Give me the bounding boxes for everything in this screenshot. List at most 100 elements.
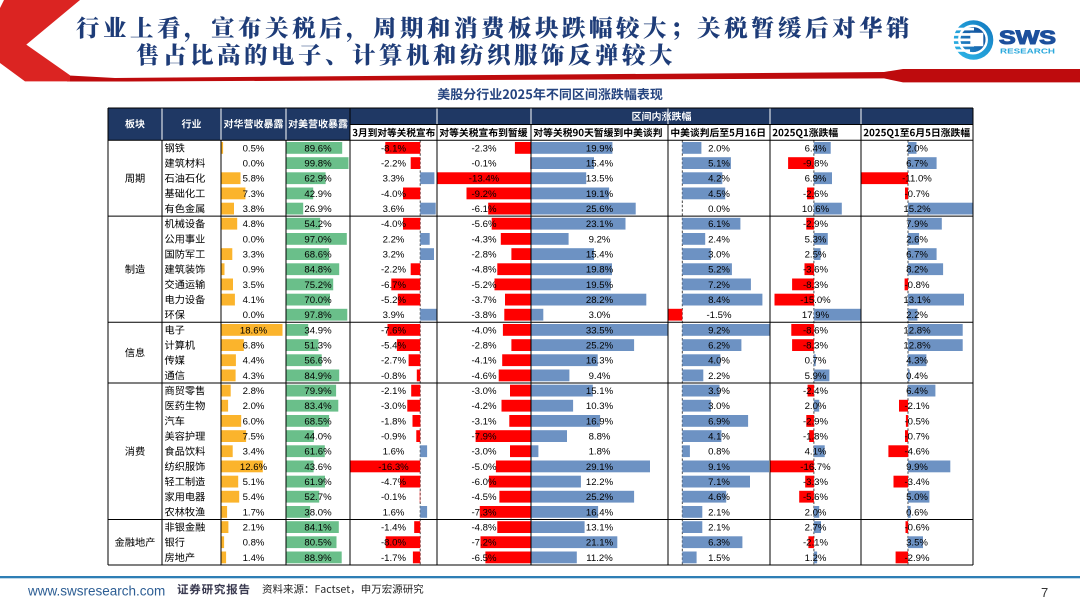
- svg-text:SWS: SWS: [999, 27, 1056, 49]
- svg-text:1.4%: 1.4%: [243, 553, 265, 564]
- svg-text:-3.4%: -3.4%: [904, 477, 930, 488]
- svg-text:61.9%: 61.9%: [304, 477, 332, 488]
- svg-text:0.8%: 0.8%: [708, 447, 730, 458]
- svg-text:0.6%: 0.6%: [906, 507, 928, 518]
- svg-text:68.6%: 68.6%: [304, 250, 332, 261]
- svg-text:-2.2%: -2.2%: [381, 265, 407, 276]
- svg-text:-7.3%: -7.3%: [471, 507, 497, 518]
- svg-text:-3.0%: -3.0%: [471, 386, 497, 397]
- svg-text:-0.6%: -0.6%: [904, 523, 930, 534]
- svg-text:9.1%: 9.1%: [708, 462, 730, 473]
- svg-text:6.7%: 6.7%: [906, 250, 928, 261]
- svg-text:8.4%: 8.4%: [708, 295, 730, 306]
- svg-text:15.1%: 15.1%: [586, 386, 614, 397]
- svg-text:7.5%: 7.5%: [243, 432, 265, 443]
- svg-text:-2.9%: -2.9%: [904, 553, 930, 564]
- svg-text:-2.1%: -2.1%: [904, 401, 930, 412]
- svg-text:70.0%: 70.0%: [304, 295, 332, 306]
- svg-text:4.1%: 4.1%: [243, 295, 265, 306]
- svg-text:-0.1%: -0.1%: [381, 492, 407, 503]
- svg-text:0.8%: 0.8%: [243, 538, 265, 549]
- svg-text:2.2%: 2.2%: [383, 234, 405, 245]
- svg-text:www.swsresearch.com: www.swsresearch.com: [27, 584, 165, 599]
- svg-text:-4.0%: -4.0%: [471, 325, 497, 336]
- svg-text:3.5%: 3.5%: [243, 280, 265, 291]
- svg-text:-2.9%: -2.9%: [803, 416, 829, 427]
- svg-text:6.4%: 6.4%: [805, 143, 827, 154]
- svg-text:4.6%: 4.6%: [708, 492, 730, 503]
- svg-text:3.3%: 3.3%: [243, 250, 265, 261]
- svg-text:28.2%: 28.2%: [586, 295, 614, 306]
- svg-text:-4.7%: -4.7%: [381, 477, 407, 488]
- svg-text:84.8%: 84.8%: [304, 265, 332, 276]
- svg-text:4.0%: 4.0%: [708, 356, 730, 367]
- svg-text:-15.0%: -15.0%: [800, 295, 831, 306]
- svg-text:2.0%: 2.0%: [708, 143, 730, 154]
- svg-text:0.5%: 0.5%: [243, 143, 265, 154]
- svg-text:1.2%: 1.2%: [805, 553, 827, 564]
- svg-text:0.4%: 0.4%: [906, 371, 928, 382]
- svg-text:0.9%: 0.9%: [243, 265, 265, 276]
- svg-text:19.5%: 19.5%: [586, 280, 614, 291]
- svg-text:-4.2%: -4.2%: [471, 401, 497, 412]
- svg-text:-8.3%: -8.3%: [803, 280, 829, 291]
- svg-text:7.3%: 7.3%: [243, 189, 265, 200]
- svg-text:5.1%: 5.1%: [243, 477, 265, 488]
- svg-text:61.6%: 61.6%: [304, 447, 332, 458]
- svg-text:16.3%: 16.3%: [586, 356, 614, 367]
- svg-text:2.2%: 2.2%: [906, 310, 928, 321]
- svg-text:-2.6%: -2.6%: [803, 189, 829, 200]
- svg-text:9.9%: 9.9%: [906, 462, 928, 473]
- svg-text:88.9%: 88.9%: [304, 553, 332, 564]
- svg-text:80.5%: 80.5%: [304, 538, 332, 549]
- svg-text:3.9%: 3.9%: [708, 386, 730, 397]
- svg-text:-4.0%: -4.0%: [381, 189, 407, 200]
- svg-text:89.6%: 89.6%: [304, 143, 332, 154]
- svg-text:6.9%: 6.9%: [805, 174, 827, 185]
- svg-text:-1.7%: -1.7%: [381, 553, 407, 564]
- svg-text:-5.2%: -5.2%: [381, 295, 407, 306]
- svg-text:-1.5%: -1.5%: [706, 310, 732, 321]
- svg-text:4.1%: 4.1%: [805, 447, 827, 458]
- svg-text:-9.2%: -9.2%: [471, 189, 497, 200]
- svg-text:-5.4%: -5.4%: [381, 341, 407, 352]
- svg-text:2.5%: 2.5%: [805, 250, 827, 261]
- svg-text:1.8%: 1.8%: [589, 447, 611, 458]
- svg-text:-2.7%: -2.7%: [381, 356, 407, 367]
- svg-text:17.9%: 17.9%: [802, 310, 830, 321]
- svg-text:-0.5%: -0.5%: [904, 416, 930, 427]
- svg-text:12.6%: 12.6%: [240, 462, 268, 473]
- svg-text:79.9%: 79.9%: [304, 386, 332, 397]
- svg-text:-6.1%: -6.1%: [471, 204, 497, 215]
- svg-text:-11.0%: -11.0%: [902, 174, 932, 185]
- svg-text:7.2%: 7.2%: [708, 280, 730, 291]
- svg-text:-1.4%: -1.4%: [381, 523, 407, 534]
- svg-text:-13.4%: -13.4%: [469, 174, 500, 185]
- svg-text:-7.2%: -7.2%: [471, 538, 497, 549]
- svg-text:13.5%: 13.5%: [586, 174, 614, 185]
- svg-text:4.3%: 4.3%: [243, 371, 265, 382]
- svg-text:34.9%: 34.9%: [304, 325, 332, 336]
- svg-text:7.9%: 7.9%: [906, 219, 928, 230]
- svg-text:RESEARCH: RESEARCH: [1000, 46, 1055, 55]
- svg-text:2.6%: 2.6%: [906, 234, 928, 245]
- svg-text:84.9%: 84.9%: [304, 371, 332, 382]
- svg-text:-4.1%: -4.1%: [471, 356, 497, 367]
- svg-text:4.5%: 4.5%: [708, 189, 730, 200]
- svg-text:2.0%: 2.0%: [805, 507, 827, 518]
- svg-text:42.9%: 42.9%: [304, 189, 332, 200]
- svg-text:0.7%: 0.7%: [805, 356, 827, 367]
- svg-text:9.2%: 9.2%: [708, 325, 730, 336]
- svg-text:9.4%: 9.4%: [589, 371, 611, 382]
- svg-text:0.0%: 0.0%: [243, 159, 265, 170]
- svg-text:-0.7%: -0.7%: [904, 432, 930, 443]
- svg-text:-2.9%: -2.9%: [803, 219, 829, 230]
- svg-text:-0.7%: -0.7%: [904, 189, 930, 200]
- svg-text:-5.6%: -5.6%: [803, 492, 829, 503]
- svg-text:3.4%: 3.4%: [243, 447, 265, 458]
- svg-text:2.7%: 2.7%: [805, 523, 827, 534]
- svg-text:2.2%: 2.2%: [708, 371, 730, 382]
- svg-text:-4.8%: -4.8%: [471, 265, 497, 276]
- svg-text:1.7%: 1.7%: [243, 507, 265, 518]
- svg-text:51.3%: 51.3%: [304, 341, 332, 352]
